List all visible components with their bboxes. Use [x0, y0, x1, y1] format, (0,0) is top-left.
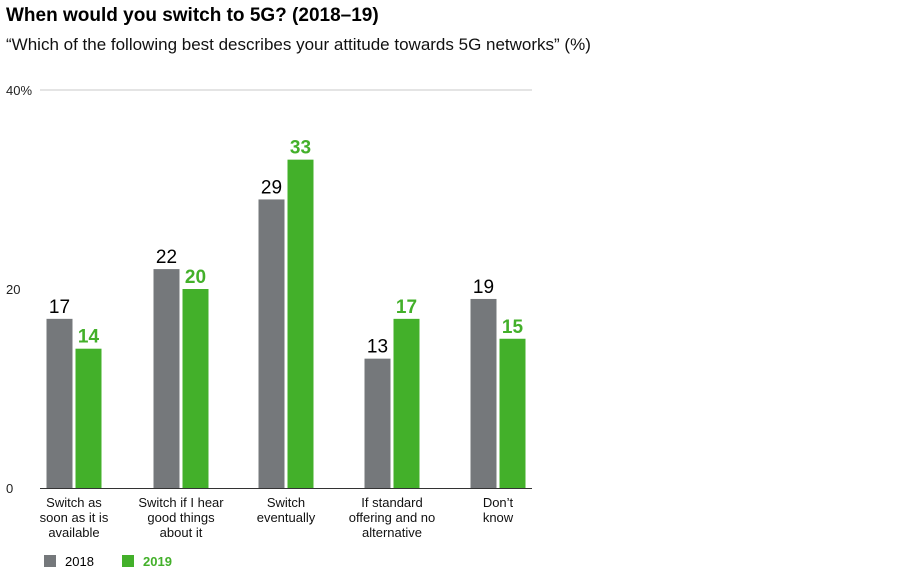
data-label-2018-3: 13	[367, 337, 388, 358]
x-tick-label: Switch if I hear	[138, 495, 224, 510]
legend-swatch-2019	[122, 555, 134, 567]
bar-2019-2	[287, 159, 314, 488]
x-tick-label: about it	[160, 525, 203, 540]
data-label-2018-1: 22	[156, 247, 177, 268]
bar-2019-1	[182, 289, 209, 488]
bar-2019-4	[499, 338, 526, 488]
x-tick-label: eventually	[257, 510, 316, 525]
x-tick-label: know	[483, 510, 514, 525]
y-tick-label: 0	[6, 481, 13, 496]
bar-2018-3	[364, 358, 391, 488]
x-tick-label: Switch as	[46, 495, 102, 510]
data-label-2019-1: 20	[185, 267, 206, 288]
data-label-2019-0: 14	[78, 327, 100, 348]
bar-2019-0	[75, 348, 102, 488]
x-tick-label: alternative	[362, 525, 422, 540]
bar-2018-0	[46, 318, 73, 488]
bar-2019-3	[393, 318, 420, 488]
bar-2018-1	[153, 269, 180, 488]
x-tick-label: Switch	[267, 495, 305, 510]
legend-swatch-2018	[44, 555, 56, 567]
data-label-2019-2: 33	[290, 138, 311, 159]
chart-subtitle: “Which of the following best describes y…	[6, 35, 591, 54]
y-tick-label: 20	[6, 282, 20, 297]
data-label-2019-3: 17	[396, 297, 417, 318]
data-label-2018-0: 17	[49, 297, 70, 318]
x-tick-label: If standard	[361, 495, 422, 510]
y-tick-label: 40%	[6, 83, 32, 98]
data-label-2018-4: 19	[473, 277, 494, 298]
x-tick-label: Don’t	[483, 495, 514, 510]
chart-title: When would you switch to 5G? (2018–19)	[6, 5, 379, 26]
legend-label-2018: 2018	[65, 554, 94, 569]
x-tick-label: good things	[147, 510, 215, 525]
x-tick-label: available	[48, 525, 99, 540]
data-label-2019-4: 15	[502, 317, 524, 338]
data-label-2018-2: 29	[261, 177, 282, 198]
x-tick-label: offering and no	[349, 510, 436, 525]
bar-2018-4	[470, 298, 497, 488]
x-tick-label: soon as it is	[40, 510, 109, 525]
legend-label-2019: 2019	[143, 554, 172, 569]
bar-2018-2	[258, 199, 285, 488]
